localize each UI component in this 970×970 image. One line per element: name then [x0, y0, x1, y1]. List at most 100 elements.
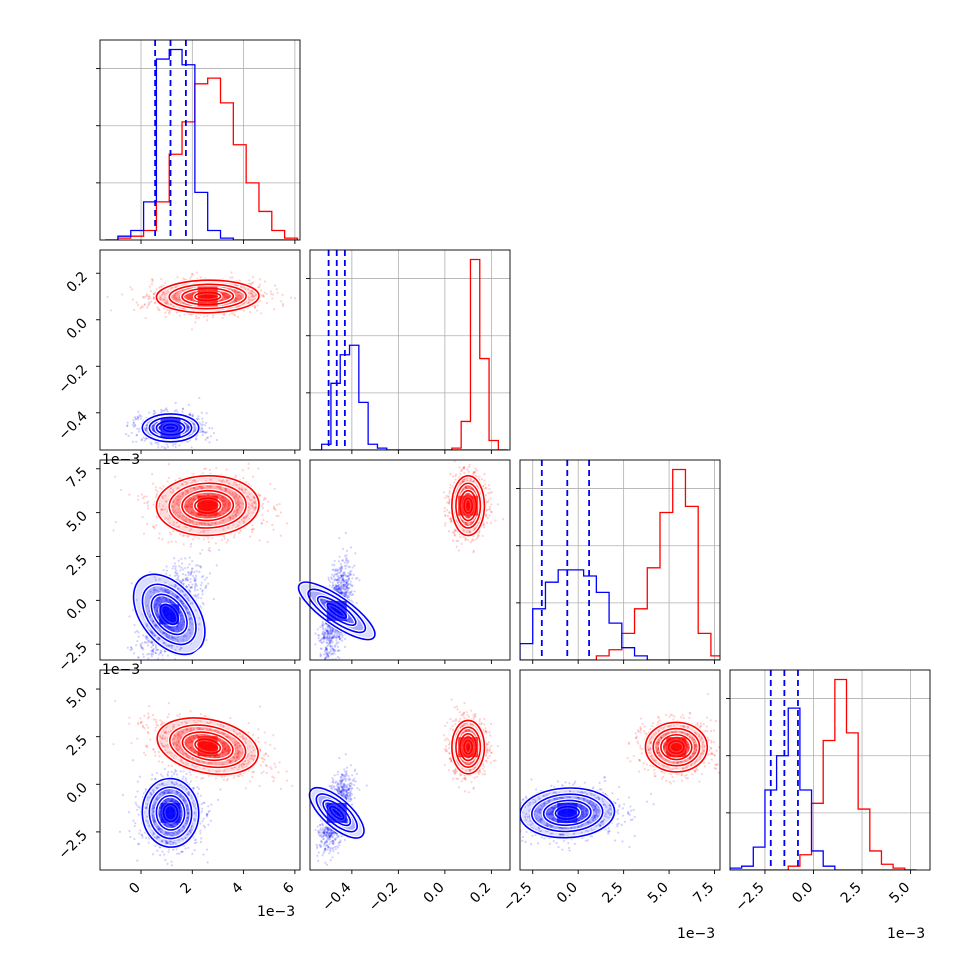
density-block — [336, 802, 347, 813]
density-block — [676, 747, 687, 758]
joint-panel-p1-p2 — [296, 459, 511, 664]
joint-panel-p0-p2 — [96, 459, 301, 664]
density-block — [326, 812, 337, 823]
density-block — [336, 600, 347, 611]
joint-panel-p1-p3 — [307, 669, 511, 874]
panel-frame — [309, 669, 511, 871]
x-tick-label: −2.5 — [732, 880, 767, 915]
y-tick-label: 0.0 — [64, 780, 91, 807]
density-block — [557, 812, 568, 823]
density-block — [197, 296, 208, 307]
density-block — [336, 812, 347, 823]
panel-frame — [99, 249, 301, 451]
density-block — [169, 614, 180, 625]
y-tick-label: 2.5 — [64, 732, 91, 759]
y-tick-label: 5.0 — [64, 508, 91, 535]
histogram-blue — [105, 48, 298, 240]
y-tick-label: −0.2 — [55, 362, 90, 397]
contour-line — [156, 717, 259, 776]
density-block — [326, 802, 337, 813]
contour-line — [155, 794, 186, 831]
contour-line — [181, 489, 235, 522]
density-block — [567, 802, 578, 813]
x-tick-label: 0.0 — [789, 880, 816, 907]
x-tick-label: 2 — [178, 880, 196, 898]
panel-frame — [99, 669, 301, 871]
density-block — [159, 614, 170, 625]
density-block — [458, 747, 469, 758]
y-tick-label: −2.5 — [55, 640, 90, 675]
density-block — [160, 417, 171, 428]
contour-line — [155, 474, 260, 537]
histogram-red — [730, 678, 917, 870]
contour-line — [455, 482, 482, 529]
density-block — [197, 746, 208, 757]
y-offset-label: 1e−3 — [102, 662, 140, 678]
x-tick-label: −0.4 — [319, 879, 354, 914]
contour-line — [168, 283, 247, 310]
x-tick-label: 6 — [280, 879, 298, 897]
histogram-blue — [520, 569, 720, 660]
x-tick-label: −2.5 — [500, 880, 535, 915]
x-tick-label: 0.0 — [554, 880, 581, 907]
density-block — [666, 737, 677, 748]
density-block — [170, 812, 181, 823]
x-tick-label: 2.5 — [599, 880, 626, 907]
contour-line — [155, 279, 260, 314]
density-block — [197, 736, 208, 747]
x-tick-label: 4 — [229, 879, 247, 897]
density-block — [160, 812, 171, 823]
x-tick-label: −0.2 — [366, 880, 401, 915]
contour-line — [451, 719, 486, 775]
histogram-blue — [312, 344, 508, 450]
density-block — [468, 747, 479, 758]
contour-line — [308, 786, 365, 839]
panel-frame — [309, 249, 511, 451]
density-block — [170, 802, 181, 813]
density-block — [676, 737, 687, 748]
y-tick-label: −0.4 — [55, 408, 90, 443]
contour-line — [168, 482, 247, 529]
y-tick-label: 5.0 — [64, 685, 91, 712]
density-block — [326, 610, 337, 621]
marginal-panel-p3 — [726, 669, 931, 874]
contour-line — [141, 583, 197, 646]
density-block — [197, 495, 208, 506]
x-offset-label: 1e−3 — [257, 904, 295, 920]
density-block — [207, 296, 218, 307]
contour-line — [652, 727, 701, 767]
histogram-red — [520, 468, 720, 660]
density-block — [170, 417, 181, 428]
x-tick-label: 5.0 — [886, 880, 913, 907]
density-block — [468, 737, 479, 748]
density-block — [336, 610, 347, 621]
histogram-red — [105, 77, 299, 240]
density-block — [557, 802, 568, 813]
y-tick-label: 0.0 — [64, 596, 91, 623]
density-block — [468, 495, 479, 506]
panel-frame — [99, 39, 301, 241]
panel-frame — [309, 459, 511, 661]
x-tick-label: 0.0 — [421, 880, 448, 907]
y-tick-label: 0.0 — [64, 315, 91, 342]
contour-line — [455, 726, 482, 768]
x-offset-label: 1e−3 — [887, 926, 925, 942]
contour-line — [531, 793, 604, 833]
density-block — [567, 812, 578, 823]
density-block — [207, 746, 218, 757]
x-tick-label: 5.0 — [645, 880, 672, 907]
marginal-panel-p0 — [96, 39, 301, 244]
density-block — [169, 604, 180, 615]
density-block — [197, 505, 208, 516]
x-tick-label: 0 — [126, 880, 144, 898]
panel-frame — [519, 669, 721, 871]
contour-line — [150, 593, 188, 636]
y-tick-label: −2.5 — [55, 827, 90, 862]
x-tick-label: 7.5 — [690, 880, 717, 907]
density-block — [170, 427, 181, 438]
density-block — [207, 505, 218, 516]
joint-panel-p0-p1 — [96, 249, 301, 454]
x-tick-label: 2.5 — [838, 880, 865, 907]
x-tick-label: 0.2 — [467, 880, 494, 907]
